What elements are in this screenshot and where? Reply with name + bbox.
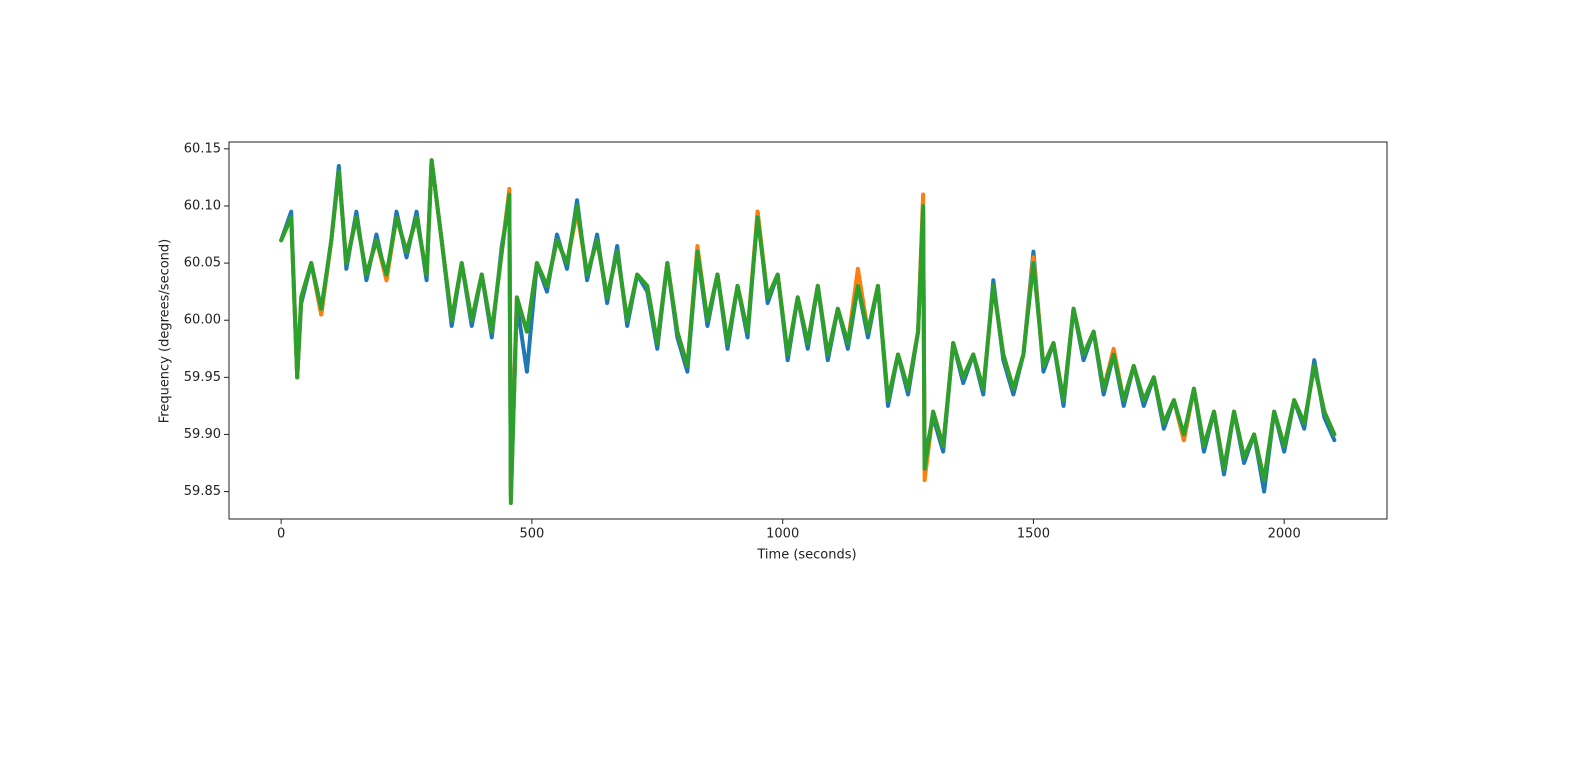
y-axis-label: Frequency (degrees/second) xyxy=(158,239,173,424)
x-tick-label: 2000 xyxy=(1268,527,1301,542)
x-tick-label: 0 xyxy=(277,527,285,542)
y-tick-label: 60.10 xyxy=(184,198,221,213)
x-tick-label: 1500 xyxy=(1017,527,1050,542)
y-tick-label: 60.00 xyxy=(184,313,221,328)
x-tick-label: 1000 xyxy=(766,527,799,542)
y-tick-label: 59.90 xyxy=(184,427,221,442)
y-tick-label: 59.95 xyxy=(184,370,221,385)
y-tick-label: 59.85 xyxy=(184,484,221,499)
y-tick-label: 60.05 xyxy=(184,256,221,271)
plot-frame xyxy=(228,141,1388,520)
y-tick-label: 60.15 xyxy=(184,141,221,156)
series-line xyxy=(279,158,1337,506)
x-axis-label: Time (seconds) xyxy=(756,548,856,563)
x-tick-label: 500 xyxy=(520,527,545,542)
